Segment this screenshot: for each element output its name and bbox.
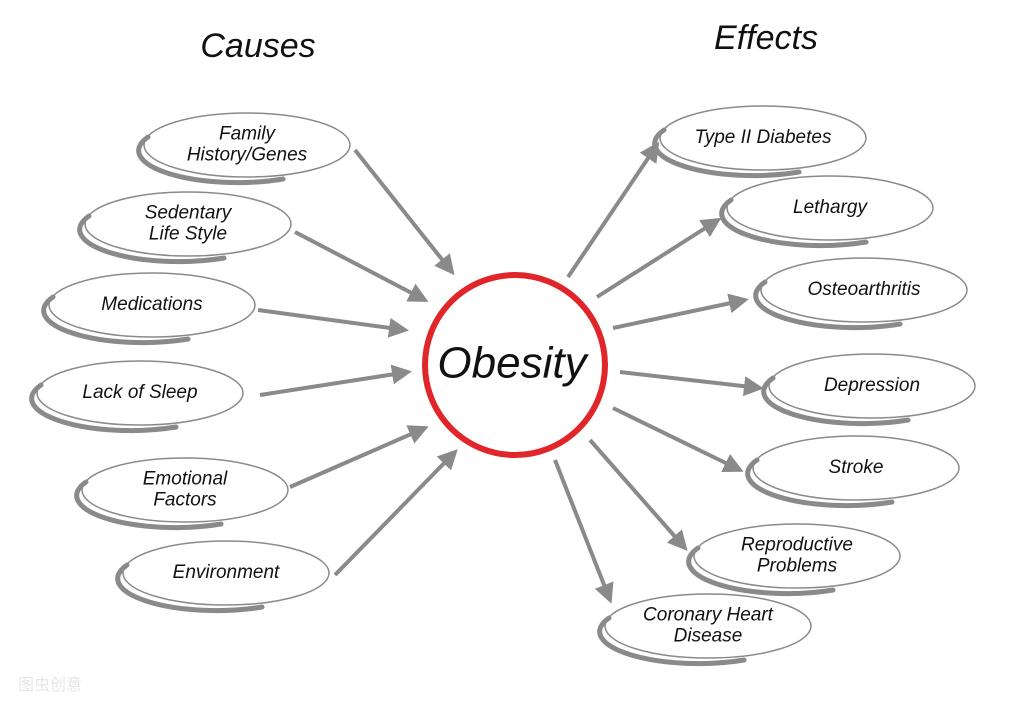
node-swoosh — [719, 197, 869, 249]
arrow — [289, 425, 429, 489]
node-swoosh — [753, 279, 903, 331]
node-label: Problems — [757, 556, 838, 577]
node-label: Disease — [674, 626, 743, 647]
node-swoosh — [686, 545, 836, 597]
arrow — [553, 459, 614, 604]
node-outline — [143, 112, 351, 178]
node-label: Life Style — [149, 224, 227, 245]
node-swoosh — [761, 375, 911, 427]
node-outline — [122, 540, 330, 606]
node-swoosh — [74, 479, 224, 531]
node-label: Osteoarthritis — [808, 279, 921, 300]
node-label: History/Genes — [187, 145, 308, 166]
node-label: Reproductive — [741, 535, 853, 556]
node-label: Environment — [173, 562, 280, 583]
node-outline — [752, 435, 960, 501]
node-swoosh — [136, 134, 286, 186]
arrow — [257, 308, 409, 338]
node-outline — [659, 105, 867, 171]
node-outline — [48, 272, 256, 338]
node-outline — [604, 593, 812, 659]
arrow — [353, 148, 455, 276]
arrow — [619, 370, 764, 397]
watermark: 图虫创意 — [18, 675, 82, 694]
node-swoosh — [41, 294, 191, 346]
node-swoosh — [597, 615, 747, 667]
node-swoosh — [745, 457, 895, 509]
node-label: Factors — [153, 490, 217, 511]
node-label: Family — [219, 124, 276, 145]
arrow — [566, 141, 660, 279]
center-label: Obesity — [437, 339, 589, 388]
arrow — [588, 438, 688, 552]
node-label: Stroke — [829, 457, 884, 478]
arrow — [259, 364, 412, 397]
arrow — [294, 230, 429, 302]
node-outline — [768, 353, 976, 419]
node-label: Sedentary — [145, 203, 233, 224]
node-label: Lethargy — [793, 197, 868, 218]
node-outline — [726, 175, 934, 241]
node-outline — [81, 457, 289, 523]
node-label: Depression — [824, 375, 920, 396]
node-outline — [84, 191, 292, 257]
node-outline — [760, 257, 968, 323]
node-label: Type II Diabetes — [695, 127, 832, 148]
arrow — [612, 293, 749, 330]
node-swoosh — [29, 382, 179, 434]
arrow — [612, 406, 744, 472]
node-label: Lack of Sleep — [82, 382, 197, 403]
arrow — [595, 217, 722, 299]
node-swoosh — [115, 562, 265, 614]
node-label: Coronary Heart — [643, 605, 774, 626]
center-circle — [422, 272, 608, 458]
node-swoosh — [77, 213, 227, 265]
node-label: Medications — [101, 294, 203, 315]
causes-heading: Causes — [200, 27, 315, 65]
node-outline — [693, 523, 901, 589]
node-swoosh — [652, 127, 802, 179]
effects-heading: Effects — [714, 19, 818, 57]
arrow — [333, 449, 458, 577]
node-label: Emotional — [143, 469, 228, 490]
node-outline — [36, 360, 244, 426]
